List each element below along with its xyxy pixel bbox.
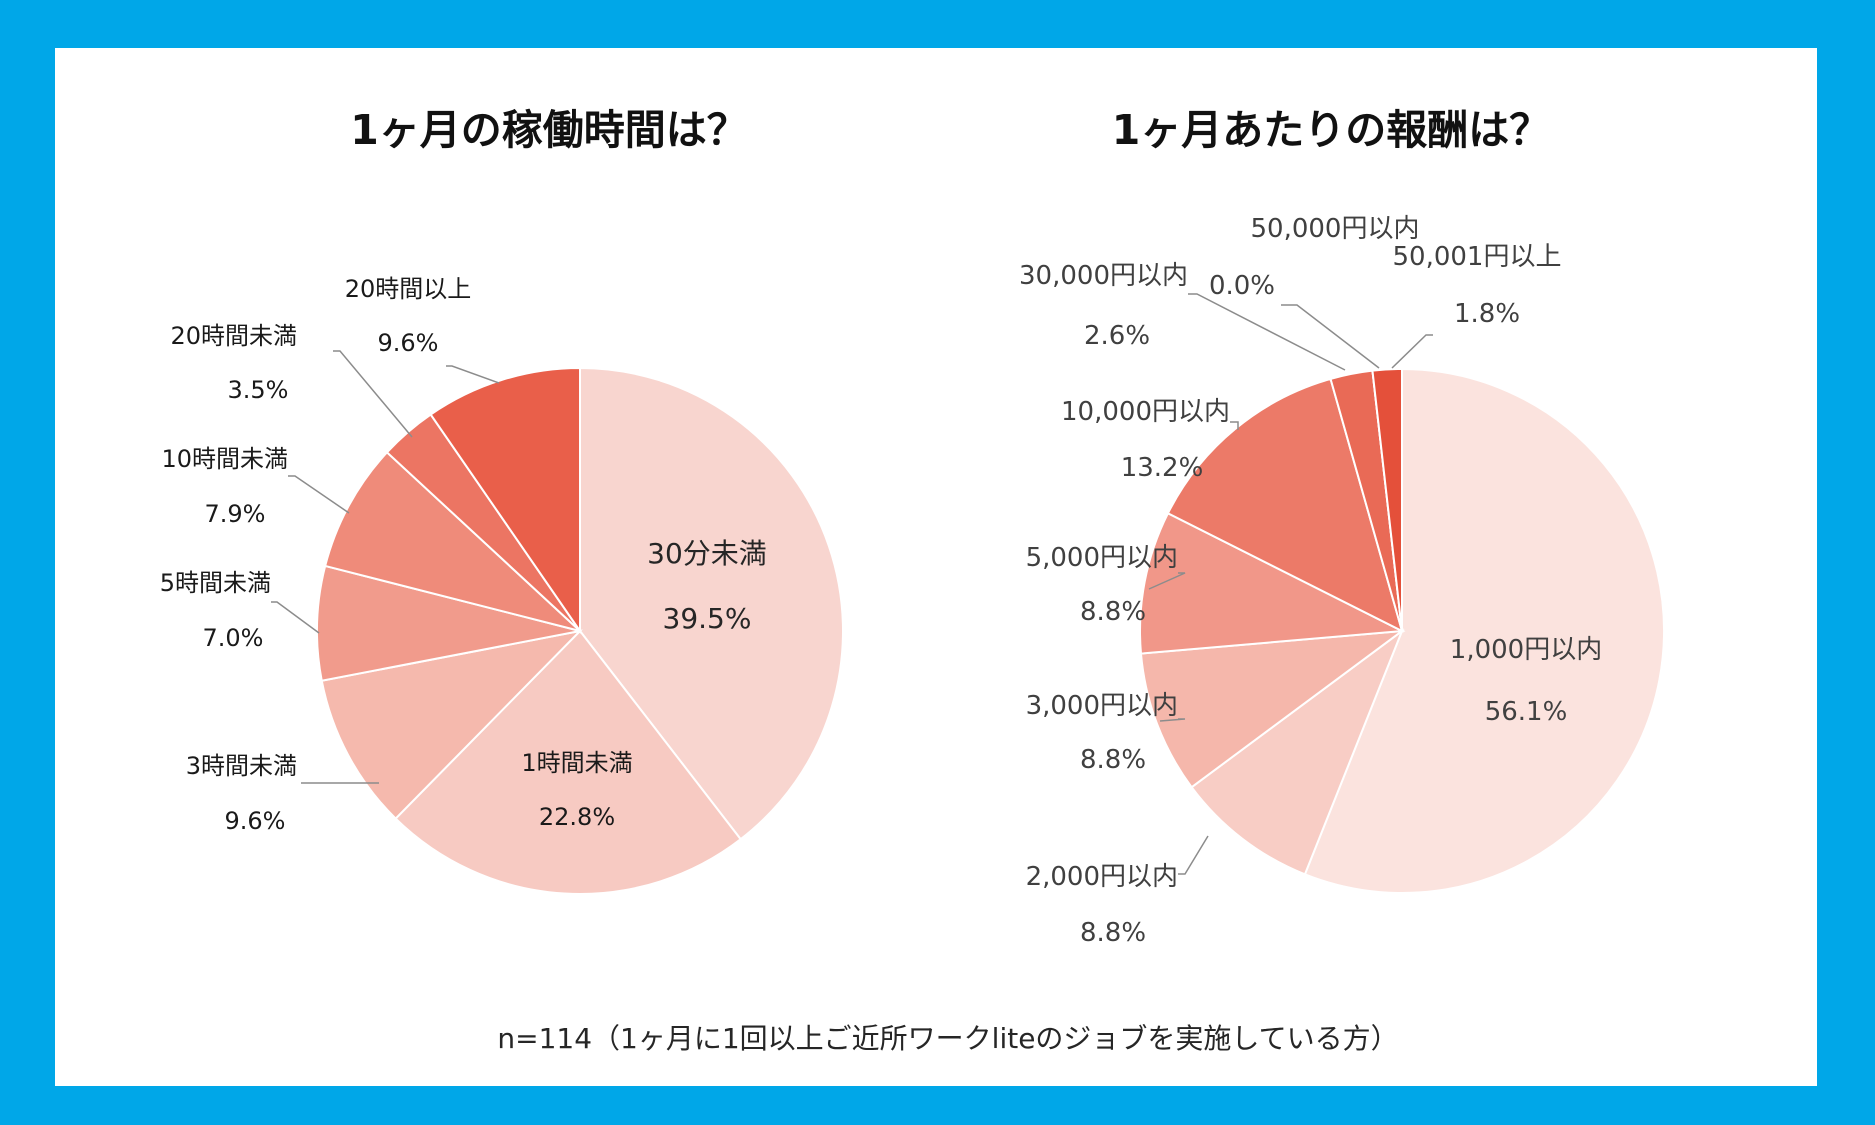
pie0-leader-6 <box>446 365 500 384</box>
pie1-value-3: 8.8% <box>1080 597 1146 627</box>
pie1-slice-2 <box>1139 629 1406 789</box>
pie0-label-3: 5時間未満 <box>160 569 271 597</box>
pie1-leader-4 <box>1230 421 1239 430</box>
pie1-label-3: 5,000円以内 <box>1026 543 1178 573</box>
pie0-label-1: 1時間未満 <box>521 749 632 777</box>
pie1-label-1: 2,000円以内 <box>1026 862 1178 892</box>
pie1-value-7: 1.8% <box>1454 299 1520 329</box>
pie1-label-5: 30,000円以内 <box>1019 261 1188 291</box>
pie1-label-7: 50,001円以上 <box>1393 242 1562 272</box>
pie0-leader-5 <box>333 350 413 438</box>
pie1-value-2: 8.8% <box>1080 745 1146 775</box>
pie0-label-4: 10時間未満 <box>161 445 288 473</box>
pie0-slice-4 <box>323 450 581 632</box>
pie1-value-4: 13.2% <box>1121 453 1204 483</box>
slice-labels: 30分未満 39.5% 1時間未満 22.8% 3時間未満 9.6% 5時間未満 7.0% 10… <box>160 214 1603 948</box>
pie-reward <box>1139 367 1665 894</box>
pie0-slice-3 <box>316 564 581 682</box>
pie0-slice-1 <box>394 629 743 895</box>
chart-title-reward: 1ヶ月あたりの報酬は？ <box>1112 106 1551 154</box>
pie0-leader-3 <box>271 601 320 634</box>
pie0-slice-2 <box>320 629 583 820</box>
pie1-slice-3 <box>1139 511 1406 655</box>
pie0-value-5: 3.5% <box>228 376 289 404</box>
chart-title-hours: 1ヶ月の稼働時間は？ <box>350 106 748 154</box>
pie0-label-5: 20時間未満 <box>170 322 297 350</box>
pie1-label-6: 50,000円以内 <box>1251 214 1420 244</box>
pie1-value-6: 0.0% <box>1209 271 1275 301</box>
pie0-value-2: 9.6% <box>225 807 286 835</box>
pie1-leader-7 <box>1391 334 1433 369</box>
pie1-leader-5 <box>1188 293 1346 371</box>
pie1-slice-1 <box>1190 628 1405 876</box>
footnote: n=114（1ヶ月に1回以上ご近所ワークliteのジョブを実施している方） <box>497 1022 1398 1055</box>
pie0-slice-6 <box>429 366 581 635</box>
pie0-slice-0 <box>579 366 845 841</box>
pie1-leader-6 <box>1281 304 1380 369</box>
pie0-value-1: 22.8% <box>539 803 615 831</box>
pie1-label-4: 10,000円以内 <box>1061 397 1230 427</box>
pie0-label-6: 20時間以上 <box>345 275 472 303</box>
pie-hours <box>316 366 845 895</box>
pie1-value-5: 2.6% <box>1084 321 1150 351</box>
pie0-value-0: 39.5% <box>663 602 752 635</box>
pie0-label-2: 3時間未満 <box>186 752 297 780</box>
pie1-label-0: 1,000円以内 <box>1450 635 1602 665</box>
pie1-value-1: 8.8% <box>1080 918 1146 948</box>
pie1-leader-1 <box>1178 835 1209 875</box>
chart-panel: 1ヶ月の稼働時間は？ 1ヶ月あたりの報酬は？ 30分未満 39.5% 1時間未満 22… <box>55 48 1817 1086</box>
pie1-slice-0 <box>1303 367 1665 894</box>
pie1-slice-4 <box>1166 377 1404 633</box>
pie1-slice-7 <box>1371 367 1403 632</box>
pie0-leader-4 <box>288 475 350 514</box>
pie1-leader-3 <box>1148 572 1186 590</box>
pie1-value-0: 56.1% <box>1485 697 1568 727</box>
pie0-value-6: 9.6% <box>378 329 439 357</box>
pie0-label-0: 30分未満 <box>647 537 767 570</box>
pie0-value-4: 7.9% <box>205 500 266 528</box>
pie1-label-2: 3,000円以内 <box>1026 691 1178 721</box>
pie1-leader-2 <box>1159 718 1186 722</box>
pie0-value-3: 7.0% <box>203 624 264 652</box>
charts-canvas: 1ヶ月の稼働時間は？ 1ヶ月あたりの報酬は？ 30分未満 39.5% 1時間未満 22… <box>160 106 1665 1055</box>
